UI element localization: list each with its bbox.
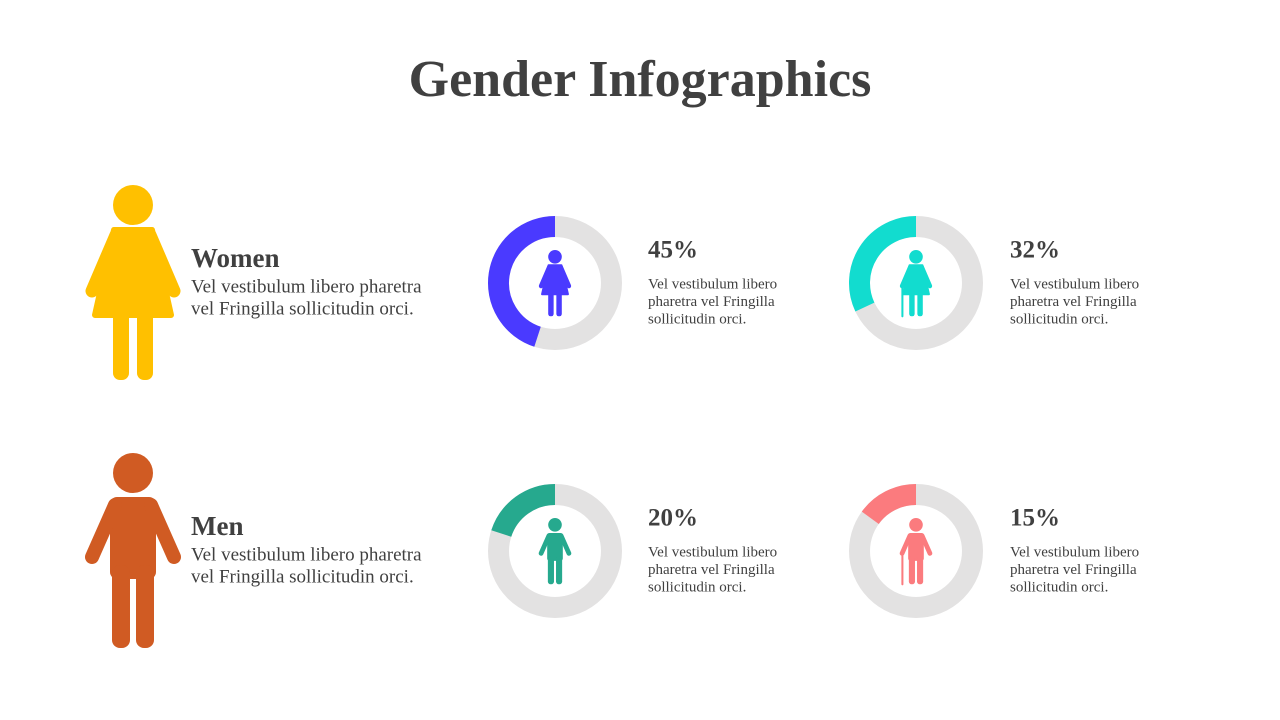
- figure-leg: [909, 290, 915, 317]
- stat-value: 15%: [1010, 505, 1060, 532]
- person-icon: [85, 185, 181, 380]
- figure-leg: [917, 290, 923, 317]
- figure-arm: [899, 533, 913, 556]
- stat-description: Vel vestibulum libero: [1010, 544, 1139, 560]
- figure-leg: [547, 556, 554, 585]
- figure-head: [909, 518, 923, 532]
- figure-body: [547, 532, 563, 561]
- group-description: Vel vestibulum libero pharetra: [191, 544, 422, 565]
- stat-description: pharetra vel Fringilla: [1010, 294, 1137, 310]
- figure-head: [548, 250, 562, 264]
- donut-arc: [849, 216, 917, 312]
- stat-description: Vel vestibulum libero: [648, 544, 777, 560]
- stat-description: Vel vestibulum libero: [648, 276, 777, 292]
- stat-description: pharetra vel Fringilla: [648, 294, 775, 310]
- figure-arm: [143, 228, 181, 298]
- figure-arm: [919, 264, 933, 289]
- donut-arc: [861, 484, 917, 525]
- figure-leg: [908, 556, 915, 585]
- figure-arm: [899, 264, 913, 289]
- person-icon: [85, 453, 181, 648]
- figure-leg: [137, 305, 153, 380]
- slide-title: Gender Infographics: [409, 51, 872, 108]
- figure-arm: [558, 533, 572, 556]
- figure-body: [110, 497, 156, 579]
- stat-value: 45%: [648, 237, 698, 264]
- group-description: vel Fringilla sollicitudin orci.: [191, 298, 414, 319]
- figure-leg: [113, 305, 129, 380]
- stat-description: sollicitudin orci.: [1010, 311, 1108, 327]
- group-description: Vel vestibulum libero pharetra: [191, 276, 422, 297]
- figure-arm: [538, 264, 552, 289]
- group-label: Men: [191, 511, 243, 541]
- figure-leg: [112, 565, 130, 648]
- figure-leg: [136, 565, 154, 648]
- donut-arc: [488, 216, 556, 347]
- donut-arc: [491, 484, 556, 538]
- stat-description: pharetra vel Fringilla: [648, 562, 775, 578]
- stat-description: sollicitudin orci.: [1010, 579, 1108, 595]
- figure-arm: [85, 498, 122, 564]
- group-label: Women: [191, 243, 280, 273]
- figure-arm: [85, 228, 123, 298]
- figure-head: [909, 250, 923, 264]
- figure-head: [113, 185, 153, 225]
- stat-description: sollicitudin orci.: [648, 311, 746, 327]
- figure-leg: [556, 556, 563, 585]
- figure-leg: [556, 290, 562, 317]
- group-description: vel Fringilla sollicitudin orci.: [191, 566, 414, 587]
- stat-description: Vel vestibulum libero: [1010, 276, 1139, 292]
- figure-leg: [917, 556, 924, 585]
- donut-person-icon: [899, 250, 933, 318]
- figure-arm: [144, 498, 181, 564]
- donut-person-icon: [899, 518, 933, 586]
- stat-description: sollicitudin orci.: [648, 579, 746, 595]
- figure-arm: [919, 533, 933, 556]
- donut-person-icon: [538, 250, 572, 317]
- figure-head: [548, 518, 562, 532]
- stat-value: 32%: [1010, 237, 1060, 264]
- stat-description: pharetra vel Fringilla: [1010, 562, 1137, 578]
- figure-head: [113, 453, 153, 493]
- stat-value: 20%: [648, 505, 698, 532]
- figure-body: [908, 532, 924, 561]
- figure-arm: [538, 533, 552, 556]
- figure-leg: [548, 290, 554, 317]
- donut-person-icon: [538, 518, 572, 585]
- figure-arm: [558, 264, 572, 289]
